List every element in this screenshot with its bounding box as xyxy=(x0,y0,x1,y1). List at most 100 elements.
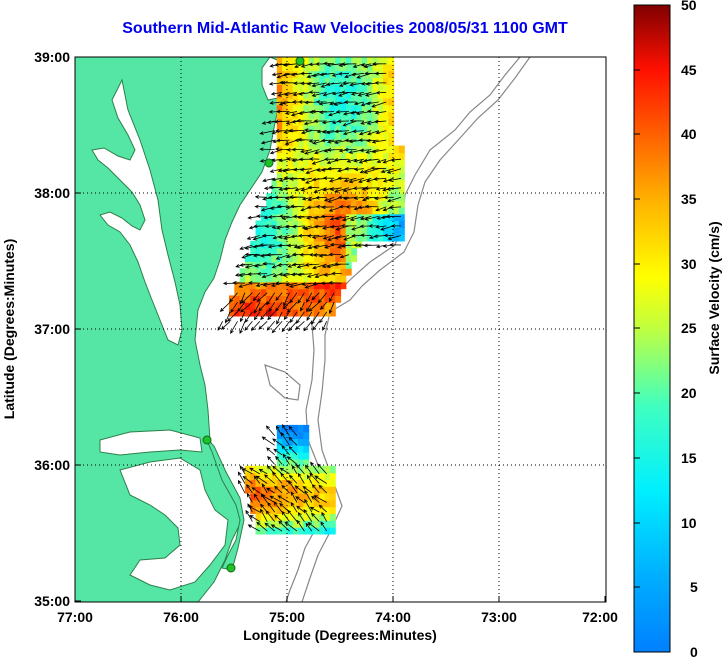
velocity-cell xyxy=(398,193,405,201)
velocity-arrows xyxy=(217,61,402,532)
velocity-arrow xyxy=(244,311,253,323)
velocity-arrow xyxy=(244,252,260,257)
velocity-cell xyxy=(298,152,304,160)
velocity-cell xyxy=(351,138,357,147)
velocity-cell xyxy=(308,472,315,480)
velocity-arrow xyxy=(288,128,305,133)
velocity-arrow xyxy=(264,224,275,229)
velocity-arrow xyxy=(246,483,253,494)
velocity-cell xyxy=(345,268,352,276)
velocity-cell xyxy=(313,152,320,160)
velocity-cell xyxy=(393,186,400,194)
velocity-arrow xyxy=(333,235,350,240)
velocity-arrow xyxy=(239,311,246,323)
velocity-cell xyxy=(276,254,283,262)
velocity-cell xyxy=(308,240,315,249)
velocity-cell xyxy=(351,111,357,119)
velocity-cell xyxy=(298,254,304,262)
velocity-arrow xyxy=(241,468,253,475)
velocity-cell xyxy=(372,125,379,133)
velocity-cell xyxy=(292,125,299,133)
velocity-cell xyxy=(282,486,288,494)
velocity-cell xyxy=(361,152,368,160)
velocity-cell xyxy=(329,131,336,140)
velocity-cell xyxy=(303,172,310,181)
velocity-cell xyxy=(287,499,294,508)
velocity-cell xyxy=(287,486,294,494)
velocity-arrow xyxy=(358,130,372,136)
velocity-cell xyxy=(377,200,384,208)
velocity-cell xyxy=(361,166,368,174)
x-axis-label: Longitude (Degrees:Minutes) xyxy=(243,627,437,643)
velocity-arrow xyxy=(383,195,394,200)
colorbar-tick-label: 35 xyxy=(681,191,697,207)
velocity-arrow xyxy=(366,109,379,114)
velocity-cell xyxy=(340,131,347,140)
velocity-cell xyxy=(282,309,288,317)
velocity-cell xyxy=(313,247,320,256)
velocity-arrow xyxy=(313,495,327,503)
velocity-arrow xyxy=(311,235,327,239)
velocity-cell xyxy=(303,506,310,514)
velocity-cell xyxy=(335,166,342,174)
barrier-islands xyxy=(205,437,245,571)
velocity-cell xyxy=(308,172,315,181)
velocity-arrow xyxy=(366,138,379,143)
velocity-arrow xyxy=(256,271,268,276)
velocity-cell xyxy=(250,275,257,283)
velocity-cell xyxy=(276,458,283,467)
velocity-cell xyxy=(361,97,368,106)
velocity-cell xyxy=(244,472,251,480)
velocity-arrow xyxy=(300,81,312,86)
velocity-cell xyxy=(345,172,352,181)
velocity-arrow xyxy=(342,120,357,127)
velocity-arrow xyxy=(269,168,283,173)
velocity-cell xyxy=(292,172,299,181)
velocity-cell xyxy=(298,70,304,78)
velocity-arrow xyxy=(306,81,320,86)
velocity-arrow xyxy=(387,235,402,241)
velocity-cell xyxy=(287,424,294,433)
velocity-cell xyxy=(303,118,310,126)
velocity-cell xyxy=(356,206,363,215)
velocity-arrow xyxy=(321,511,328,522)
velocity-cell xyxy=(351,131,357,140)
velocity-cell xyxy=(324,247,331,256)
velocity-arrow xyxy=(295,496,305,503)
velocity-cell xyxy=(340,234,347,242)
velocity-cell xyxy=(329,513,336,521)
velocity-cell xyxy=(324,288,331,296)
velocity-cell xyxy=(255,268,262,276)
velocity-cell xyxy=(335,220,342,228)
velocity-cell xyxy=(255,254,262,262)
velocity-cell xyxy=(377,213,384,222)
velocity-arrow xyxy=(304,262,320,267)
velocity-cell xyxy=(372,131,379,140)
velocity-arrow xyxy=(310,512,320,522)
velocity-arrow xyxy=(271,177,283,182)
velocity-cell xyxy=(398,227,405,235)
velocity-cell xyxy=(319,220,326,228)
velocity-cell xyxy=(276,63,283,72)
velocity-cell xyxy=(292,77,299,85)
velocity-cell xyxy=(292,220,299,228)
velocity-cell xyxy=(383,63,389,72)
velocity-cell xyxy=(239,309,246,317)
velocity-cell xyxy=(383,138,389,147)
velocity-cell xyxy=(361,77,368,85)
velocity-cell xyxy=(377,179,384,187)
velocity-arrow xyxy=(249,515,261,522)
velocity-cell xyxy=(319,145,326,153)
velocity-arrow xyxy=(308,301,320,312)
velocity-cell xyxy=(276,479,283,487)
velocity-cell xyxy=(303,70,310,78)
velocity-arrow xyxy=(269,206,283,210)
velocity-arrow xyxy=(373,177,387,181)
velocity-cell xyxy=(356,200,363,208)
velocity-cell xyxy=(345,91,352,99)
velocity-cell xyxy=(298,131,304,140)
velocity-cell xyxy=(266,200,273,208)
velocity-cell xyxy=(250,472,257,480)
velocity-arrow xyxy=(289,292,298,304)
velocity-arrow xyxy=(276,109,290,114)
